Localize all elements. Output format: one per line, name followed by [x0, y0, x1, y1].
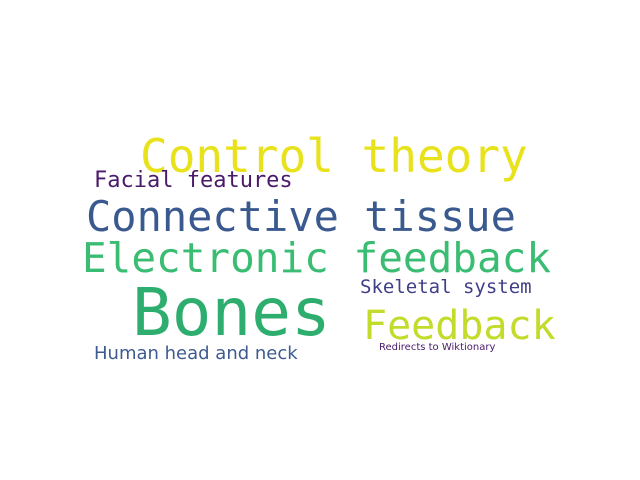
word-feedback: Feedback	[363, 303, 556, 349]
word-electronic-feedback: Electronic feedback	[82, 234, 551, 282]
word-skeletal-system: Skeletal system	[360, 276, 532, 298]
word-bones: Bones	[132, 274, 331, 351]
word-redirects-to-wiktionary: Redirects to Wiktionary	[379, 342, 496, 353]
word-connective-tissue: Connective tissue	[86, 192, 516, 241]
word-control-theory: Control theory	[140, 129, 528, 183]
word-facial-features: Facial features	[94, 168, 293, 193]
word-human-head-and-neck: Human head and neck	[94, 343, 298, 364]
